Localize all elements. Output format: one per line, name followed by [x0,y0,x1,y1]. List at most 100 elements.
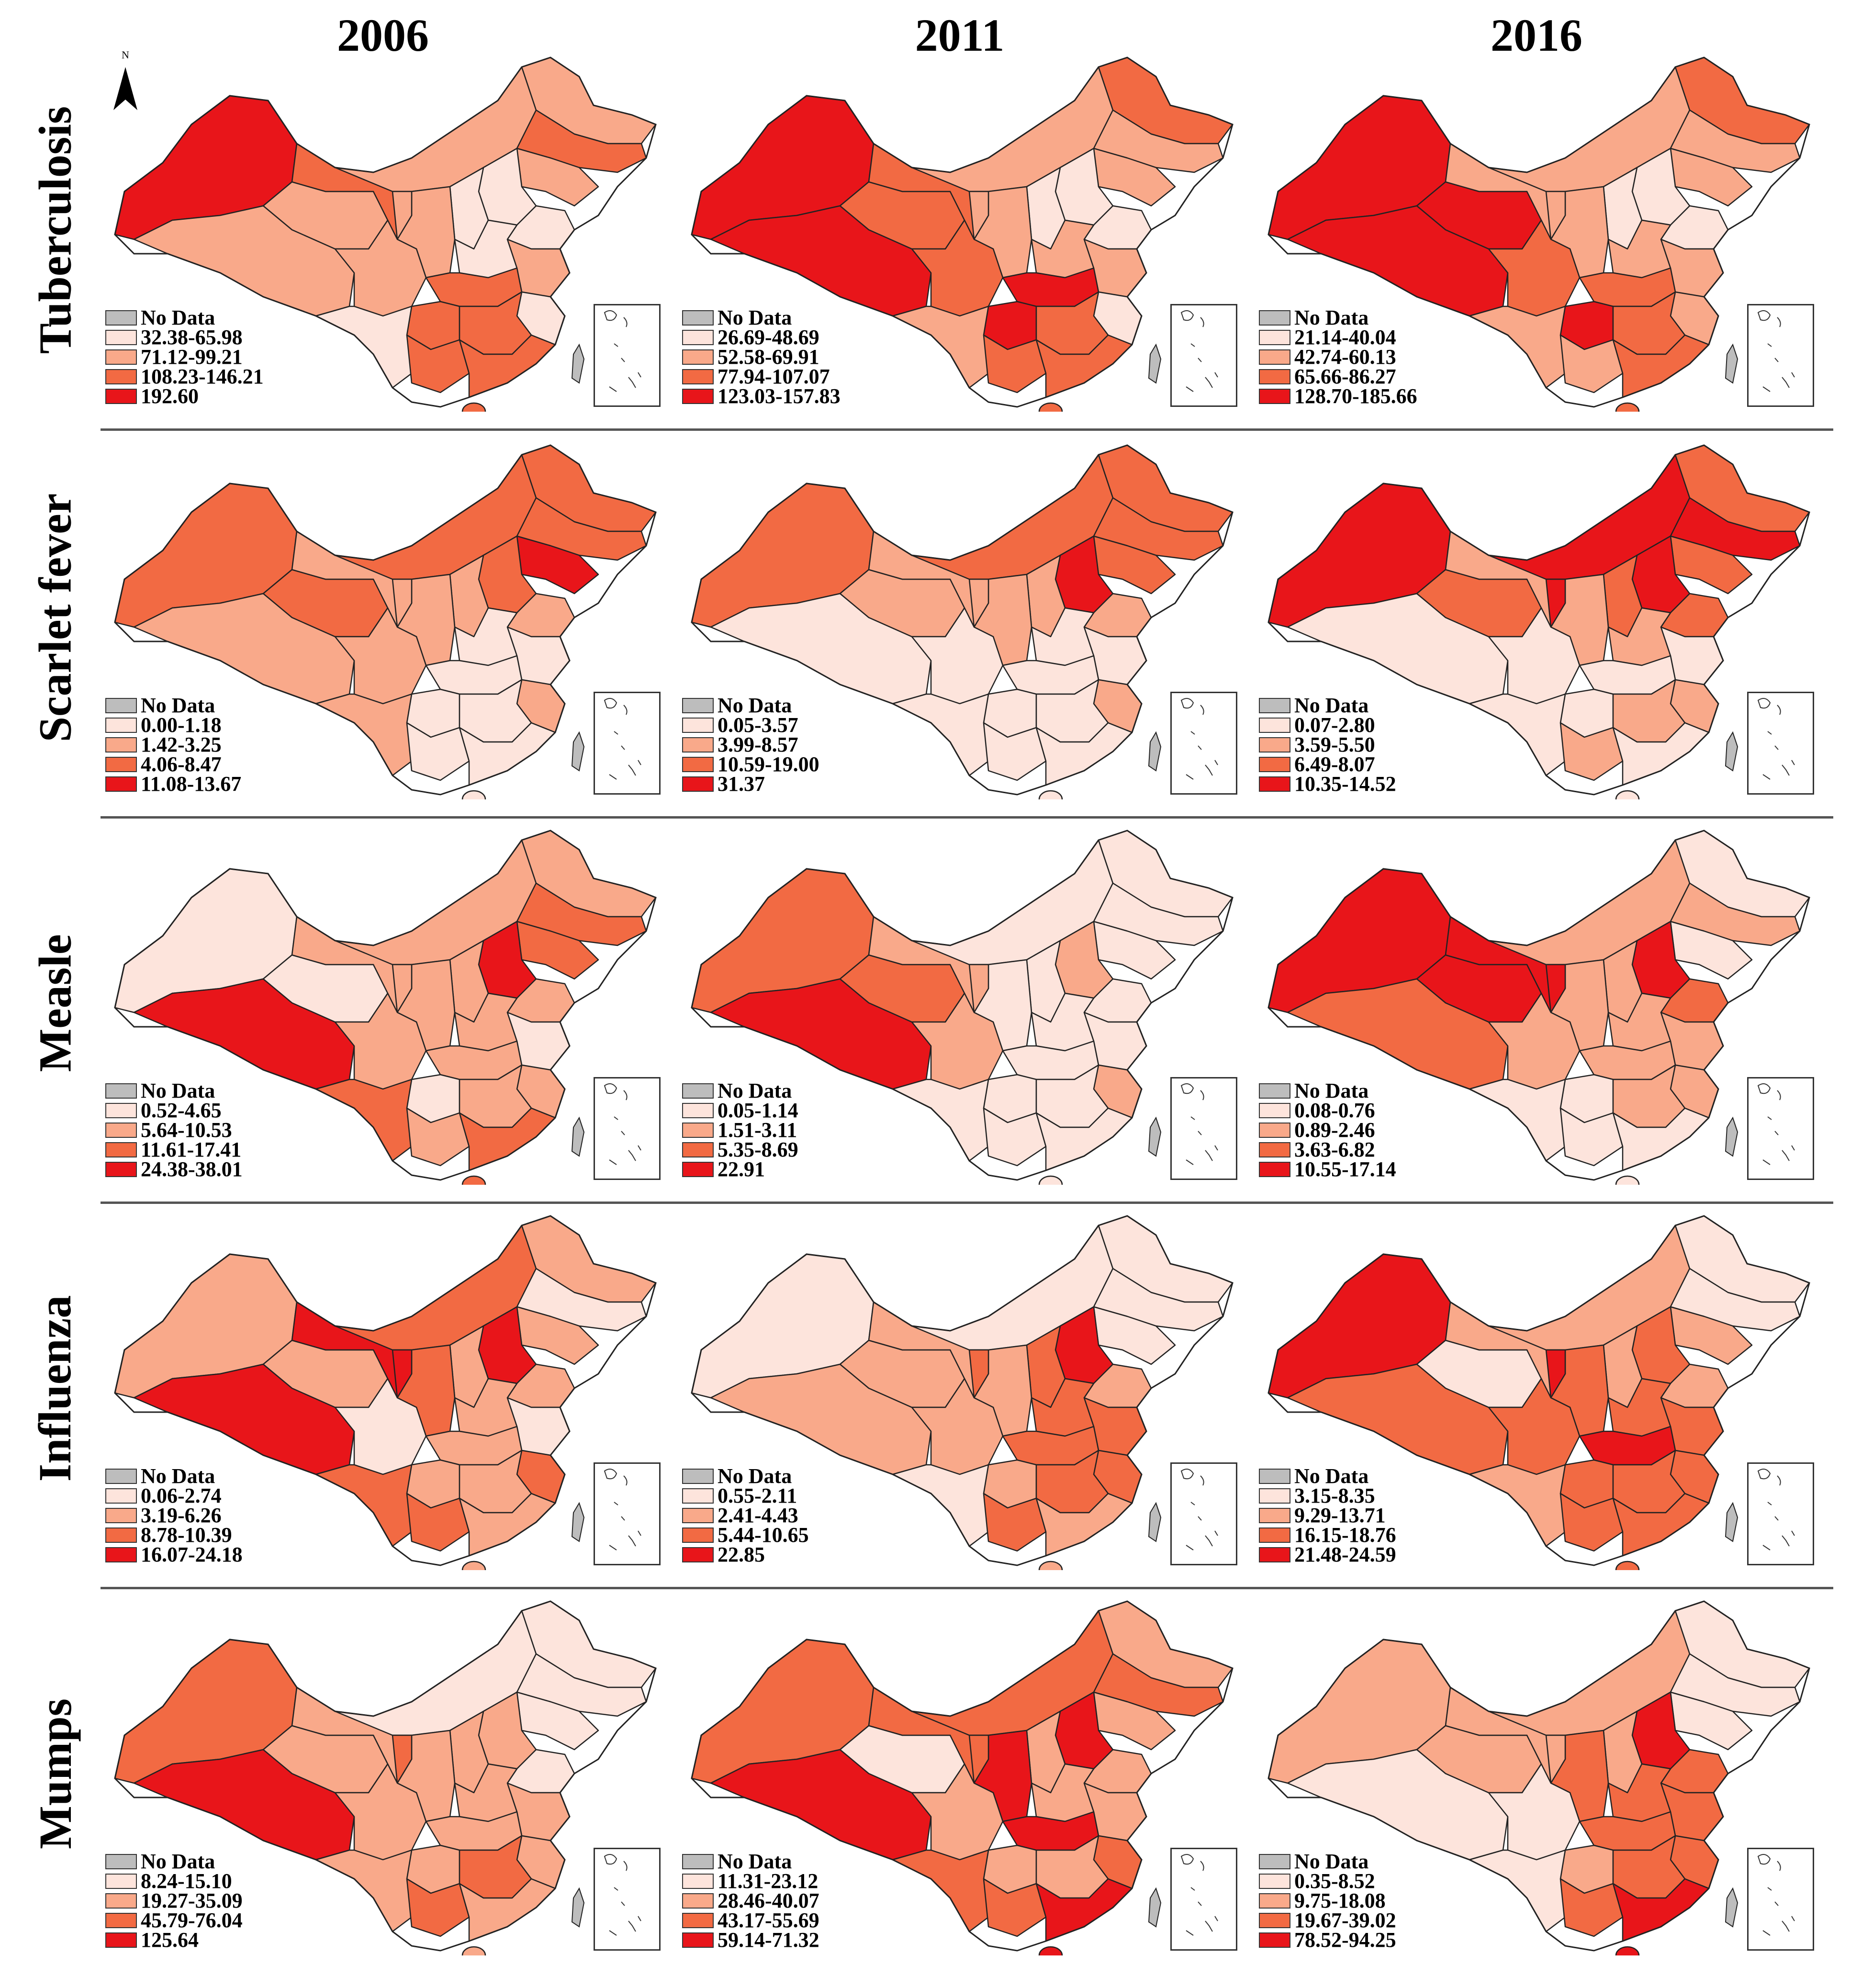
legend-swatch [682,1893,714,1909]
legend-item: No Data [105,1080,243,1101]
legend-item: 24.38-38.01 [105,1159,243,1180]
column-header-2011: 2011 [915,10,1005,61]
province-taiwan [571,343,585,384]
legend-label: 45.79-76.04 [141,1909,243,1932]
legend-label: 11.08-13.67 [141,772,242,796]
province-hainan [1615,1175,1640,1185]
legend-swatch [105,1102,137,1118]
province-ningxia [968,964,989,1013]
legend-label: No Data [1294,694,1369,717]
country-outline [691,1215,1234,1566]
legend-swatch [105,1161,137,1177]
legend-label: 9.29-13.71 [1294,1504,1386,1527]
map-panel-influenza-2011: No Data 0.55-2.11 2.41-4.43 5.44-10.65 22.85 [677,1206,1242,1570]
province-ningxia [968,578,989,628]
legend-item: 52.58-69.91 [682,347,841,368]
column-header-2006: 2006 [337,10,429,61]
choropleth-map [1267,444,1810,799]
choropleth-map [1267,1600,1810,1955]
province-taiwan [1148,731,1162,772]
legend-label: 3.99-8.57 [718,733,798,756]
map-panel-scarlet-fever-2006: No Data 0.00-1.18 1.42-3.25 4.06-8.47 11.08-… [101,436,665,799]
map-panel-scarlet-fever-2016: No Data 0.07-2.80 3.59-5.50 6.49-8.07 10.35-… [1254,436,1819,799]
legend-label: No Data [141,306,215,329]
legend-swatch [1259,756,1290,772]
legend-item: 22.85 [682,1544,809,1565]
legend-item: 16.15-18.76 [1259,1523,1396,1547]
province-liaoning [516,147,599,207]
legend-item: 42.74-60.13 [1259,347,1417,368]
legend-label: 11.61-17.41 [141,1138,242,1161]
legend-label: 77.94-107.07 [718,365,830,388]
province-liaoning [1670,535,1753,595]
province-yunnan [315,693,413,776]
province-taiwan [1725,1887,1738,1928]
legend-swatch [1259,1912,1290,1928]
south-china-sea-inset [594,304,661,407]
country-outline [1267,1600,1810,1952]
map-legend: No Data 0.35-8.52 9.75-18.08 19.67-39.02 78.… [1259,1851,1396,1951]
south-china-sea-inset [1747,1077,1814,1180]
legend-item: 2.41-4.43 [682,1505,809,1526]
legend-label: 0.06-2.74 [141,1484,222,1507]
province-yunnan [1469,693,1566,776]
province-hainan [1038,1946,1063,1955]
map-panel-measle-2006: No Data 0.52-4.65 5.64-10.53 11.61-17.41 24.… [101,821,665,1185]
map-panel-tuberculosis-2016: No Data 21.14-40.04 42.74-60.13 65.66-86.27… [1254,48,1819,412]
legend-item: 0.89-2.46 [1259,1120,1396,1141]
legend-item: 10.59-19.00 [682,754,819,775]
legend-label: No Data [718,306,792,329]
legend-item: No Data [105,306,264,329]
province-yunnan [315,305,413,389]
map-legend: No Data 8.24-15.10 19.27-35.09 45.79-76.04 1… [105,1851,243,1951]
legend-item: 8.24-15.10 [105,1871,243,1892]
legend-swatch [105,388,137,404]
province-hainan [1615,1946,1640,1955]
province-liaoning [1670,1691,1753,1751]
country-outline [691,1600,1234,1952]
map-legend: No Data 0.00-1.18 1.42-3.25 4.06-8.47 11.08-… [105,695,242,796]
legend-swatch [682,1488,714,1504]
province-yunnan [315,1464,413,1547]
legend-swatch [1259,1468,1290,1484]
province-yunnan [315,1078,413,1162]
province-taiwan [1148,1887,1162,1928]
legend-item: No Data [1259,1851,1396,1872]
row-separator [101,1587,1833,1589]
legend-label: 21.48-24.59 [1294,1543,1396,1566]
country-outline [1267,1215,1810,1566]
legend-swatch [682,717,714,733]
province-hainan [1615,790,1640,799]
legend-swatch [105,697,137,713]
country-outline [114,56,657,408]
legend-label: 3.15-8.35 [1294,1484,1375,1507]
legend-item: 3.15-8.35 [1259,1484,1396,1507]
legend-item: 11.08-13.67 [105,772,242,796]
legend-label: 21.14-40.04 [1294,326,1396,349]
legend-item: 9.29-13.71 [1259,1504,1396,1527]
legend-label: 22.91 [718,1157,765,1181]
legend-swatch [1259,1161,1290,1177]
legend-item: 9.75-18.08 [1259,1890,1396,1911]
legend-label: 16.15-18.76 [1294,1523,1396,1547]
choropleth-map [691,830,1234,1185]
legend-item: 0.08-0.76 [1259,1100,1396,1121]
legend-swatch [682,737,714,753]
map-legend: No Data 0.05-1.14 1.51-3.11 5.35-8.69 22.91 [682,1080,798,1181]
legend-item: 0.06-2.74 [105,1484,243,1507]
province-taiwan [571,731,585,772]
province-ningxia [1545,964,1566,1013]
map-legend: No Data 21.14-40.04 42.74-60.13 65.66-86.27… [1259,307,1417,407]
south-china-sea-inset [1170,692,1237,795]
legend-item: No Data [1259,694,1396,717]
legend-label: 5.44-10.65 [718,1523,809,1547]
legend-item: 5.64-10.53 [105,1120,243,1141]
legend-item: No Data [682,695,819,716]
legend-item: 11.31-23.12 [682,1871,819,1892]
legend-item: 0.55-2.11 [682,1485,809,1506]
province-hainan [461,1175,486,1185]
map-legend: No Data 0.07-2.80 3.59-5.50 6.49-8.07 10.35-… [1259,694,1396,795]
country-outline [691,56,1234,408]
legend-swatch [105,1527,137,1543]
legend-swatch [105,1142,137,1157]
